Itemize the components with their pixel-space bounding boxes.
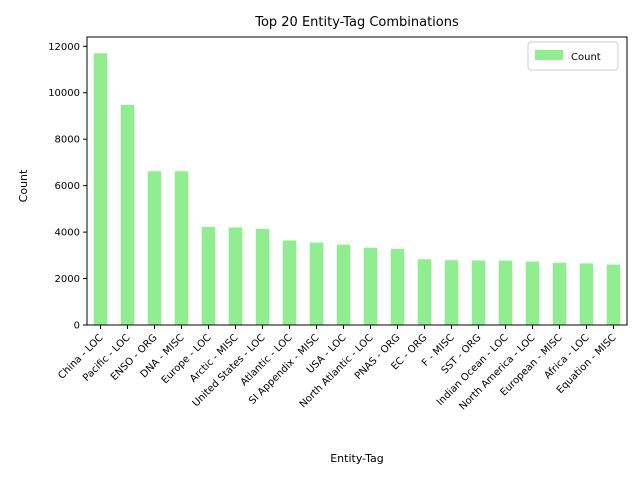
bar xyxy=(390,248,405,325)
y-tick-label: 8000 xyxy=(55,135,80,146)
bar xyxy=(93,53,108,326)
bar xyxy=(336,244,351,325)
y-axis: 0 2000 4000 6000 8000 10000 12000 xyxy=(48,42,87,332)
x-axis-title: Entity-Tag xyxy=(330,452,384,465)
legend-frame xyxy=(527,41,619,71)
y-tick-label: 12000 xyxy=(48,42,80,53)
bar xyxy=(498,260,513,325)
legend-swatch xyxy=(535,50,563,60)
bar xyxy=(552,262,567,325)
y-tick-label: 4000 xyxy=(55,228,80,239)
bar xyxy=(579,263,594,325)
bar xyxy=(606,264,621,325)
bar xyxy=(417,259,432,325)
bar xyxy=(309,242,324,325)
bar xyxy=(201,226,216,325)
bar xyxy=(174,171,189,325)
y-axis-title: Count xyxy=(17,169,30,202)
y-tick-label: 6000 xyxy=(55,181,80,192)
bar xyxy=(255,228,270,325)
bar xyxy=(471,260,486,325)
chart-title: Top 20 Entity-Tag Combinations xyxy=(254,15,459,30)
legend: Count xyxy=(527,41,619,71)
bars-group xyxy=(93,53,621,326)
bar xyxy=(228,227,243,325)
bar xyxy=(147,171,162,325)
plot-frame xyxy=(86,36,628,326)
bar xyxy=(120,104,135,325)
bar xyxy=(444,260,459,325)
legend-label: Count xyxy=(571,52,601,63)
y-tick-label: 2000 xyxy=(55,274,80,285)
bar xyxy=(525,261,540,325)
bar xyxy=(363,247,378,325)
y-tick-label: 0 xyxy=(74,321,80,332)
y-tick-label: 10000 xyxy=(48,88,80,99)
bar xyxy=(282,240,297,325)
